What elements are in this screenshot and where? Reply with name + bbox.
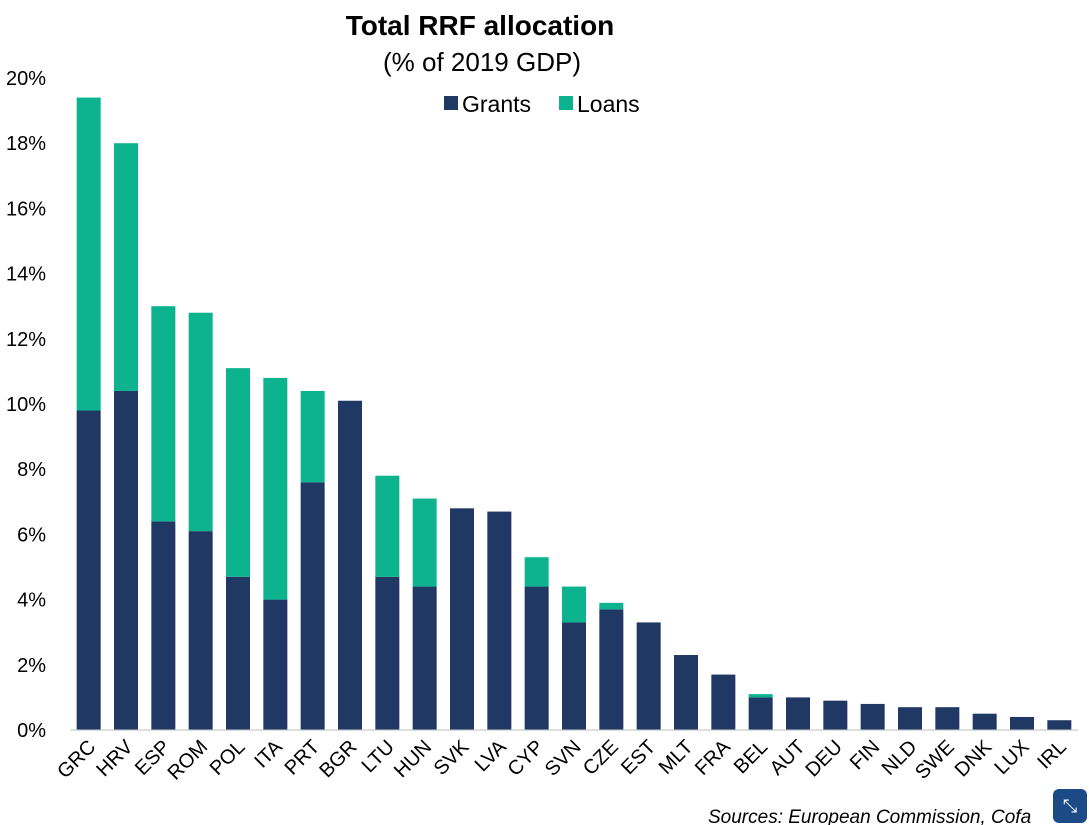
bar-grants-rom — [188, 531, 213, 730]
bar-grants-cze — [599, 609, 624, 730]
bar-grants-ita — [263, 599, 288, 730]
x-tick-label: MLT — [655, 736, 698, 779]
bars — [76, 97, 1072, 730]
bar-grants-fra — [711, 674, 736, 730]
bar-loans-cyp — [524, 557, 549, 587]
bar-grants-lva — [487, 511, 512, 730]
x-tick-label: LTU — [358, 736, 399, 777]
bar-loans-prt — [300, 390, 325, 483]
bar-loans-svn — [562, 586, 586, 623]
bar-loans-rom — [188, 312, 213, 532]
x-tick-label: ITA — [250, 736, 287, 773]
y-tick-label: 20% — [6, 68, 46, 90]
bar-loans-pol — [226, 368, 250, 577]
x-tick-label: GRC — [53, 736, 100, 783]
y-tick-label: 10% — [6, 394, 46, 416]
x-tick-label: LUX — [990, 736, 1033, 779]
bar-grants-svk — [450, 508, 474, 730]
x-tick-label: SVK — [430, 736, 474, 780]
bar-grants-pol — [226, 576, 250, 730]
chart-title: Total RRF allocation — [346, 10, 615, 41]
chart-subtitle: (% of 2019 GDP) — [383, 47, 581, 77]
bar-loans-hrv — [114, 143, 138, 391]
x-tick-label: FRA — [691, 736, 735, 780]
y-tick-label: 14% — [6, 264, 46, 286]
bar-grants-cyp — [524, 586, 549, 730]
bar-loans-ltu — [375, 475, 400, 577]
x-tick-label: AUT — [766, 736, 810, 780]
x-tick-label: SWE — [911, 736, 959, 784]
bar-loans-cze — [599, 602, 624, 610]
bar-grants-deu — [823, 700, 848, 730]
bar-grants-ltu — [375, 576, 400, 730]
x-tick-label: BEL — [730, 736, 772, 778]
bar-loans-grc — [76, 97, 101, 411]
x-tick-label: SVN — [541, 736, 586, 781]
x-tick-label: CYP — [504, 736, 549, 781]
x-tick-label: HUN — [390, 736, 436, 782]
x-tick-label: PRT — [281, 736, 325, 780]
x-tick-label: EST — [617, 736, 660, 779]
x-tick-label: BGR — [315, 736, 361, 782]
bar-grants-aut — [786, 697, 810, 730]
collapse-button[interactable]: ⤡ — [1053, 789, 1087, 823]
bar-grants-lux — [1010, 716, 1034, 730]
x-tick-label: POL — [206, 736, 250, 780]
bar-grants-esp — [151, 521, 176, 730]
source-note: Sources: European Commission, Cofa — [708, 807, 1031, 825]
x-tick-label: LVA — [471, 736, 512, 777]
x-tick-label: HRV — [92, 736, 138, 782]
bar-grants-bgr — [338, 400, 362, 730]
bar-grants-hun — [412, 586, 437, 730]
y-tick-label: 2% — [17, 655, 46, 677]
bar-grants-dnk — [972, 713, 997, 730]
legend-swatch-grants — [444, 96, 458, 110]
x-tick-label: DNK — [951, 736, 997, 782]
bar-grants-mlt — [674, 655, 698, 730]
legend-label-loans: Loans — [577, 91, 640, 117]
y-tick-label: 0% — [17, 720, 46, 742]
collapse-arrows-icon: ⤡ — [1062, 795, 1078, 816]
bar-loans-ita — [263, 377, 288, 600]
y-tick-label: 12% — [6, 329, 46, 351]
x-tick-label: DEU — [801, 736, 846, 781]
bar-grants-swe — [935, 707, 960, 730]
x-tick-label: CZE — [579, 736, 623, 780]
bar-loans-esp — [151, 306, 176, 522]
bar-grants-fin — [860, 703, 885, 730]
y-tick-label: 16% — [6, 198, 46, 220]
bar-grants-nld — [898, 707, 922, 730]
legend-label-grants: Grants — [462, 91, 531, 117]
legend-swatch-loans — [559, 96, 573, 110]
bar-grants-bel — [748, 697, 773, 730]
bar-loans-bel — [748, 694, 773, 698]
bar-loans-hun — [412, 498, 437, 587]
y-tick-label: 8% — [17, 459, 46, 481]
x-tick-label: ROM — [164, 736, 213, 785]
y-tick-label: 18% — [6, 133, 46, 155]
bar-grants-irl — [1047, 720, 1072, 730]
bar-grants-hrv — [114, 390, 138, 730]
bar-grants-est — [636, 622, 661, 730]
bar-grants-grc — [76, 410, 101, 730]
bar-grants-svn — [562, 622, 586, 730]
y-tick-label: 6% — [17, 524, 46, 546]
x-tick-label: FIN — [846, 736, 884, 774]
y-axis: 0% 2% 4% 6% 8% 10% 12% 14% 16% 18% 20% — [6, 68, 46, 742]
bar-grants-prt — [300, 482, 325, 730]
x-tick-label: IRL — [1033, 736, 1071, 774]
legend: Grants Loans — [444, 91, 640, 117]
y-tick-label: 4% — [17, 590, 46, 612]
